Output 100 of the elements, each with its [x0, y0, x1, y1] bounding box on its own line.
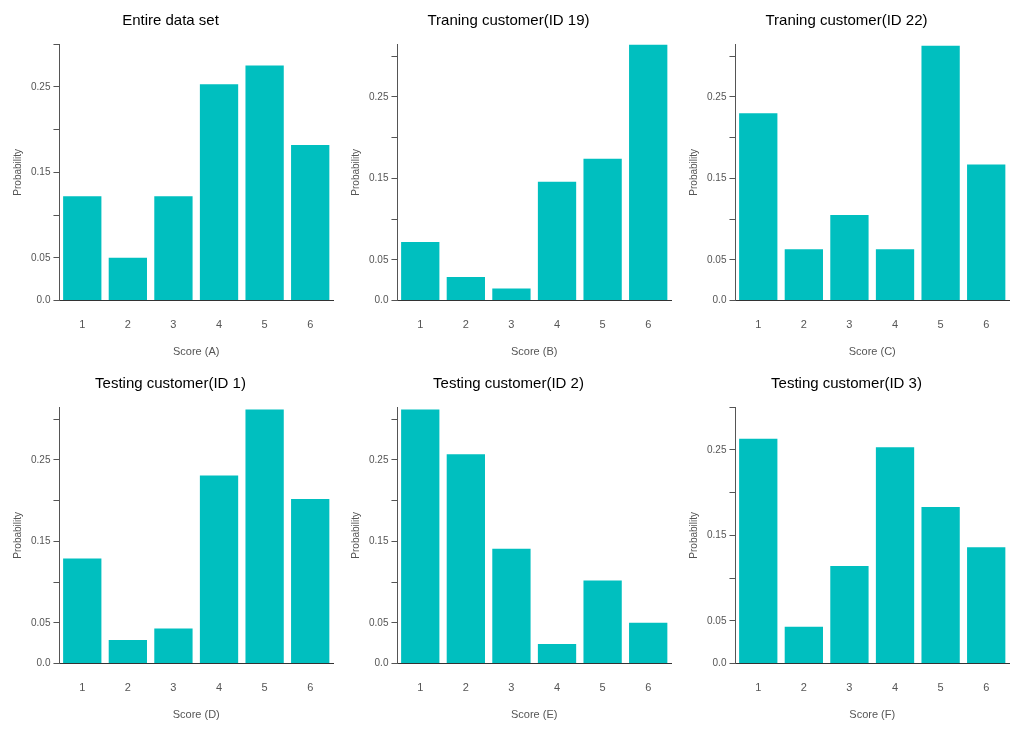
x-axis-title: Score (B)	[511, 345, 558, 358]
y-tick-label: 0.05	[706, 253, 727, 265]
x-tick-label: 1	[755, 681, 762, 694]
x-tick-label: 4	[215, 681, 223, 694]
bar	[583, 158, 622, 301]
bar	[401, 409, 440, 664]
bar	[446, 276, 485, 301]
chart-title: Traning customer(ID 19)	[427, 11, 590, 29]
x-axis-title: Score (E)	[511, 708, 558, 721]
x-tick-label: 6	[983, 318, 990, 331]
bar	[537, 181, 577, 301]
y-tick-label: 0.25	[368, 90, 389, 102]
bar	[108, 639, 147, 664]
x-tick-label: 6	[645, 318, 652, 331]
y-tick-label: 0.05	[368, 616, 389, 628]
x-tick-label: 3	[508, 681, 515, 694]
y-tick-label: 0.0	[374, 294, 389, 306]
x-tick-label: 1	[79, 318, 86, 331]
bar	[875, 447, 915, 664]
x-tick-label: 2	[462, 681, 469, 694]
x-axis-title: Score (A)	[173, 345, 220, 358]
bar	[921, 507, 960, 664]
y-tick-label: 0.05	[30, 616, 51, 628]
bar	[401, 241, 440, 301]
y-axis-title: Probability	[11, 148, 23, 196]
bar	[245, 65, 284, 301]
x-tick-label: 6	[645, 681, 652, 694]
y-axis-title: Probability	[349, 511, 361, 559]
y-tick-label: 0.15	[368, 535, 389, 547]
bar	[199, 84, 239, 301]
bar	[291, 144, 330, 301]
x-tick-label: 4	[553, 681, 561, 694]
bar	[199, 475, 239, 664]
chart-title: Testing customer(ID 3)	[771, 374, 922, 392]
bar	[108, 257, 147, 301]
y-tick-label: 0.0	[36, 294, 51, 306]
x-tick-label: 6	[307, 318, 314, 331]
y-tick-label: 0.0	[374, 657, 389, 669]
chart-title: Entire data set	[122, 11, 220, 29]
x-tick-label: 1	[417, 681, 424, 694]
bar	[63, 196, 102, 301]
x-tick-label: 2	[462, 318, 469, 331]
y-tick-label: 0.25	[368, 453, 389, 465]
x-tick-label: 2	[124, 681, 131, 694]
x-tick-label: 2	[800, 681, 807, 694]
bar	[154, 196, 193, 301]
y-tick-label: 0.25	[30, 453, 51, 465]
bar	[739, 438, 778, 664]
bar	[492, 288, 531, 301]
y-axis-title: Probability	[349, 148, 361, 196]
bar	[830, 566, 869, 664]
x-tick-label: 4	[891, 681, 899, 694]
bar	[967, 547, 1006, 664]
y-tick-label: 0.15	[706, 172, 727, 184]
x-tick-label: 2	[124, 318, 131, 331]
y-tick-label: 0.05	[368, 253, 389, 265]
y-tick-label: 0.25	[706, 90, 727, 102]
y-axis-title: Probability	[11, 511, 23, 559]
x-tick-label: 5	[261, 681, 268, 694]
bar	[921, 45, 960, 301]
y-tick-label: 0.15	[368, 172, 389, 184]
x-tick-label: 6	[307, 681, 314, 694]
y-axis-title: Probability	[687, 148, 699, 196]
y-tick-label: 0.0	[36, 657, 51, 669]
x-tick-label: 1	[79, 681, 86, 694]
chart-title: Traning customer(ID 22)	[765, 11, 928, 29]
x-tick-label: 3	[846, 681, 853, 694]
y-tick-label: 0.25	[30, 80, 51, 92]
chart-title: Testing customer(ID 2)	[433, 374, 584, 392]
y-axis-title: Probability	[687, 511, 699, 559]
x-tick-label: 1	[417, 318, 424, 331]
y-tick-label: 0.15	[30, 535, 51, 547]
x-tick-label: 6	[983, 681, 990, 694]
bar	[291, 499, 330, 664]
x-tick-label: 5	[261, 318, 268, 331]
y-tick-label: 0.0	[712, 657, 727, 669]
bar	[583, 580, 622, 664]
x-tick-label: 4	[215, 318, 223, 331]
bar	[784, 626, 823, 664]
bar	[875, 249, 915, 301]
x-tick-label: 3	[170, 681, 177, 694]
bar	[446, 454, 485, 664]
x-tick-label: 5	[937, 318, 944, 331]
bar	[830, 215, 869, 301]
x-axis-title: Score (F)	[849, 708, 896, 721]
x-tick-label: 4	[891, 318, 899, 331]
x-tick-label: 1	[755, 318, 762, 331]
y-tick-label: 0.15	[30, 166, 51, 178]
x-tick-label: 5	[937, 681, 944, 694]
bar	[492, 548, 531, 664]
x-tick-label: 2	[800, 318, 807, 331]
y-tick-label: 0.05	[706, 614, 727, 626]
bar	[784, 249, 823, 301]
bar	[537, 644, 577, 664]
x-axis-title: Score (D)	[172, 708, 220, 721]
y-tick-label: 0.15	[706, 529, 727, 541]
bar	[739, 113, 778, 301]
bar	[967, 164, 1006, 301]
x-tick-label: 3	[170, 318, 177, 331]
y-tick-label: 0.25	[706, 443, 727, 455]
